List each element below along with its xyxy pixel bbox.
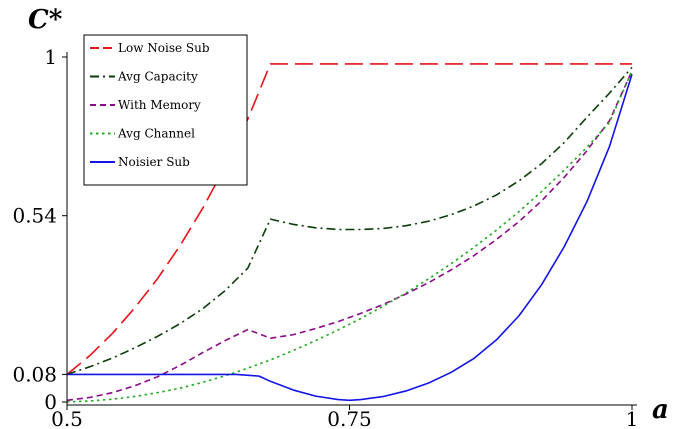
legend: Low Noise Sub Avg Capacity With Memory Avg … bbox=[83, 34, 248, 186]
series-line-avg-capacity bbox=[66, 66, 633, 376]
y-tick-label: 0 bbox=[44, 390, 57, 414]
y-tick-label: 1 bbox=[44, 45, 57, 69]
y-tick-label: 0.08 bbox=[12, 362, 57, 386]
y-axis-title: C* bbox=[28, 5, 63, 35]
y-tick-label: 0.54 bbox=[12, 204, 57, 228]
series-line-noisier-sub bbox=[67, 74, 633, 402]
ticks: 0 0.08 0.54 1 0.5 0.75 1 bbox=[12, 45, 638, 429]
x-axis-title: a bbox=[652, 395, 669, 425]
legend-label: Avg Capacity bbox=[117, 70, 198, 84]
x-tick-label: 0.5 bbox=[51, 407, 83, 429]
series-layer bbox=[66, 63, 633, 403]
series-line-avg-channel bbox=[66, 70, 633, 403]
legend-label: With Memory bbox=[118, 98, 201, 112]
legend-label: Low Noise Sub bbox=[118, 41, 210, 55]
legend-box bbox=[83, 34, 248, 186]
series-line-low-noise-sub bbox=[66, 63, 632, 376]
x-tick-label: 0.75 bbox=[327, 407, 372, 429]
series-line-with-memory bbox=[66, 70, 633, 402]
x-tick-label: 1 bbox=[626, 407, 639, 429]
legend-label: Avg Channel bbox=[117, 127, 195, 141]
axes: C* a bbox=[28, 5, 669, 425]
legend-label: Noisier Sub bbox=[118, 155, 190, 169]
